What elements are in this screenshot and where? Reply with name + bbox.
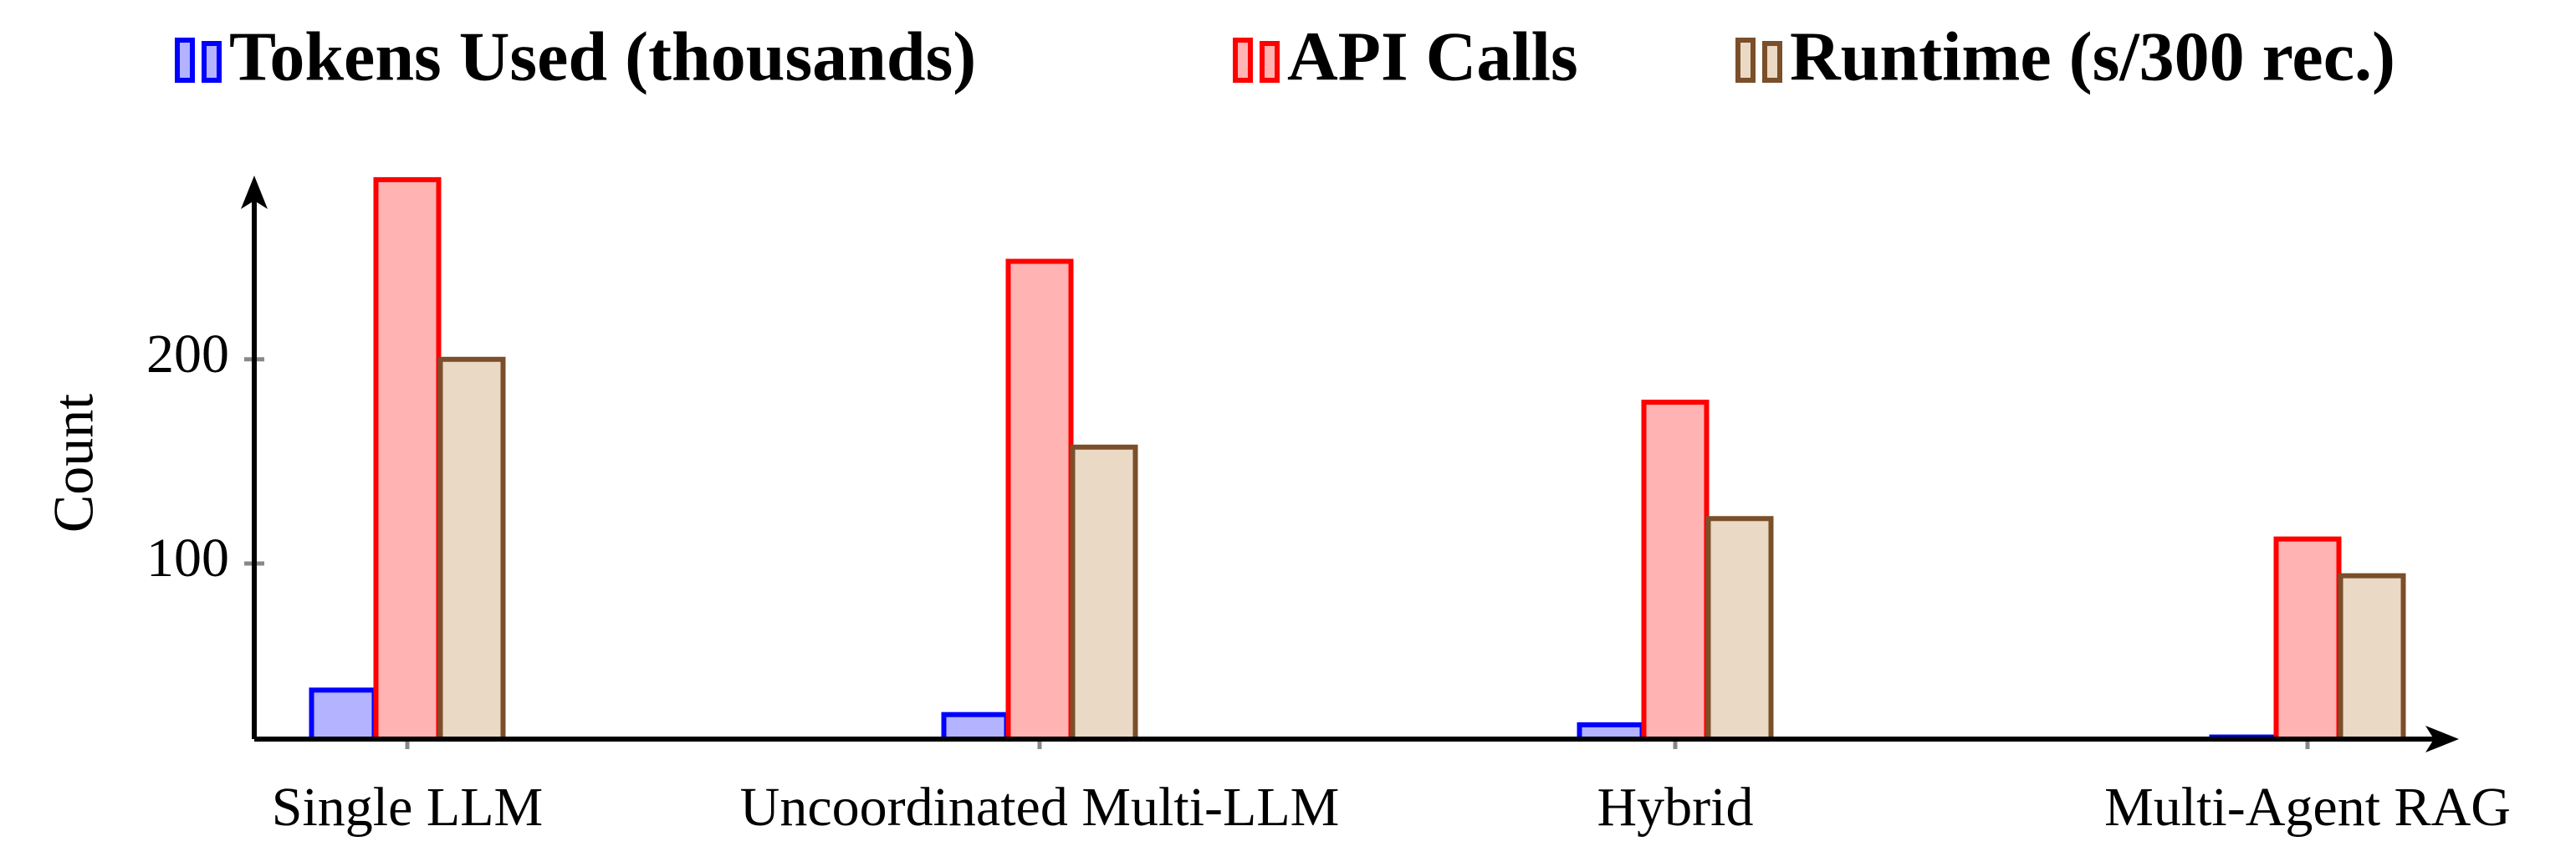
bar [437, 356, 506, 742]
legend-swatch [1260, 41, 1280, 83]
legend-swatch [175, 38, 195, 83]
x-tick-label: Single LLM [272, 777, 544, 838]
legend-swatch [1735, 38, 1756, 83]
legend-swatch [1233, 38, 1253, 83]
legend-label: Tokens Used (thousands) [229, 18, 976, 95]
bar [1070, 444, 1138, 742]
bar [1641, 400, 1710, 742]
bar [1005, 258, 1074, 742]
x-axis-arrow [2425, 726, 2459, 752]
legend-swatch [1762, 41, 1782, 83]
bar [1705, 516, 1774, 742]
bar [941, 711, 1009, 742]
bar [2273, 536, 2342, 742]
y-tick-label: 200 [146, 324, 229, 385]
x-tick-label: Hybrid [1597, 777, 1754, 838]
x-tick-label: Uncoordinated Multi-LLM [740, 777, 1340, 838]
legend-label: Runtime (s/300 rec.) [1790, 18, 2395, 95]
legend-swatch [202, 41, 222, 83]
y-axis-arrow [241, 176, 268, 209]
x-tick-label: Multi-Agent RAG [2104, 777, 2511, 838]
bar [2338, 573, 2406, 742]
bar [373, 176, 442, 742]
bar [309, 687, 377, 742]
y-tick-label: 100 [146, 528, 229, 589]
y-axis-label: Count [42, 394, 105, 533]
legend-label: API Calls [1287, 18, 1578, 95]
